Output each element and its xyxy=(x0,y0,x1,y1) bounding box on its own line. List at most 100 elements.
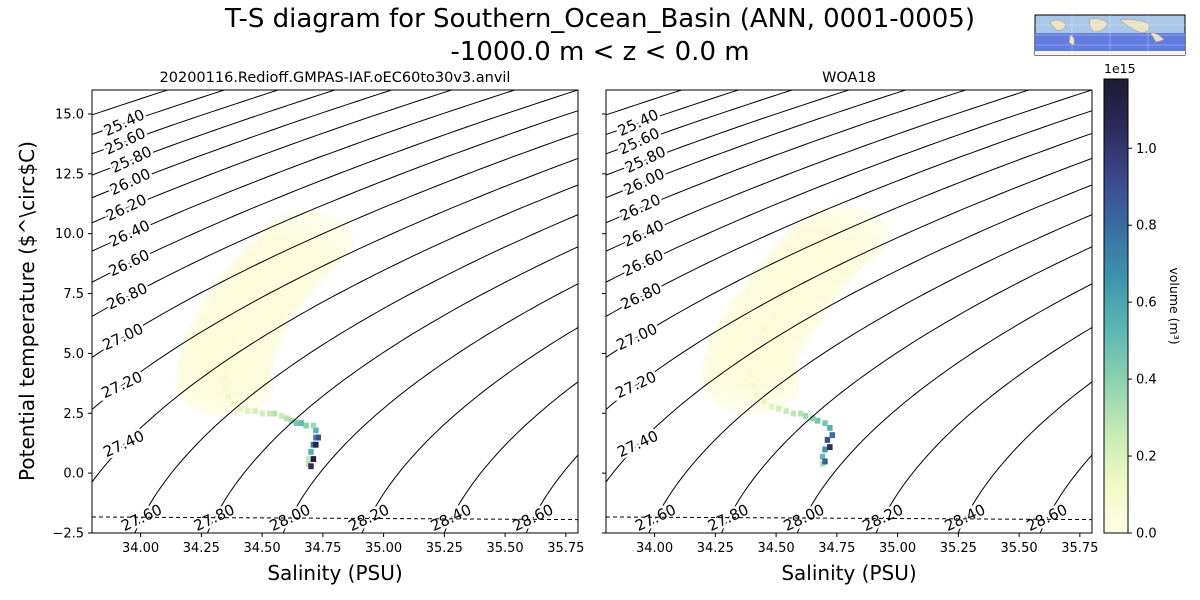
plot-frame-obs xyxy=(605,89,1093,534)
x-axis-label-model: Salinity (PSU) xyxy=(267,561,402,585)
y-tick-label: 0.0 xyxy=(63,467,84,482)
y-tick-label: 12.5 xyxy=(55,167,84,182)
heatmap-cell xyxy=(822,420,828,427)
density-contour xyxy=(92,184,578,483)
contour-label: 28.40 xyxy=(428,501,475,535)
heatmap-cell xyxy=(245,307,251,314)
density-contour xyxy=(606,90,1092,283)
density-contour xyxy=(92,157,578,411)
heatmap-cell xyxy=(237,322,244,328)
region-inset-map xyxy=(1034,14,1186,56)
heatmap-cell xyxy=(754,391,760,398)
heatmap-cell xyxy=(780,298,787,304)
x-tick-label: 35.25 xyxy=(940,541,977,556)
density-contour xyxy=(92,90,578,283)
heatmap-cell xyxy=(223,384,229,391)
heatmap-cell xyxy=(237,405,244,412)
density-contour xyxy=(957,381,1092,533)
heatmap-cell xyxy=(313,441,319,448)
heatmap-cell xyxy=(754,341,760,348)
heatmap-cell xyxy=(814,254,821,261)
y-tick-label: 15.0 xyxy=(55,107,84,122)
heatmap-cell xyxy=(230,336,236,343)
freezing-line xyxy=(92,516,578,521)
x-tick-label: 34.50 xyxy=(757,541,794,556)
heatmap-cell xyxy=(220,374,227,381)
heatmap-cell xyxy=(308,463,314,470)
x-tick-label: 35.50 xyxy=(1000,541,1037,556)
heatmap-cell xyxy=(776,405,782,412)
heatmap-cell xyxy=(303,422,309,429)
colorbar-offset-text: 1e15 xyxy=(1104,61,1136,76)
heatmap-cell xyxy=(225,393,232,400)
density-contour xyxy=(207,246,578,533)
y-axis-label: Potential temperature ($^\circ$C) xyxy=(15,141,39,481)
x-tick-label: 34.75 xyxy=(818,541,855,556)
x-tick-label: 35.00 xyxy=(365,541,402,556)
y-tick-label: 5.0 xyxy=(63,347,84,362)
density-contour xyxy=(525,454,578,533)
density-contour xyxy=(606,90,849,176)
heatmap-cell xyxy=(839,233,845,240)
colorbar-tick-label: 0.0 xyxy=(1136,527,1157,542)
x-axis-label-obs: Salinity (PSU) xyxy=(781,561,916,585)
density-contour xyxy=(606,90,1029,252)
y-tick-label: −2.5 xyxy=(52,527,84,542)
heatmap-cell xyxy=(266,410,273,417)
heatmap-cell xyxy=(305,456,312,463)
heatmap-cell xyxy=(245,408,251,415)
heatmap-cell xyxy=(761,398,767,405)
density-contour xyxy=(606,110,1092,317)
colorbar-tick-label: 0.4 xyxy=(1136,373,1157,388)
x-tick-label: 35.25 xyxy=(426,541,463,556)
density-contour xyxy=(606,184,1092,483)
heatmap-cell xyxy=(225,350,232,357)
colorbar-tick-label: 0.2 xyxy=(1136,450,1157,465)
heatmap-cell xyxy=(291,250,297,257)
density-contour xyxy=(92,110,578,317)
heatmap-cell xyxy=(827,243,833,249)
density-contour xyxy=(92,90,515,252)
heatmap-cell xyxy=(829,432,836,439)
x-tick-label: 35.50 xyxy=(486,541,523,556)
contour-label: 26.80 xyxy=(104,279,151,313)
density-contour xyxy=(134,214,578,533)
heatmap-cell xyxy=(315,434,322,441)
colorbar-tick-label: 0.8 xyxy=(1136,219,1157,234)
heatmap-cell xyxy=(283,415,290,422)
contour-label: 27.20 xyxy=(99,368,146,402)
x-tick-label: 34.00 xyxy=(122,541,159,556)
density-contour xyxy=(606,132,1092,359)
panel-title-model: 20200116.Redioff.GMPAS-IAF.oEC60to30v3.a… xyxy=(160,70,511,86)
density-contour xyxy=(1039,454,1092,533)
x-tick-label: 35.75 xyxy=(547,541,584,556)
colorbar-tick-label: 0.6 xyxy=(1136,296,1157,311)
heatmap-cell xyxy=(252,408,258,415)
heatmap-cell xyxy=(810,415,816,422)
x-tick-label: 34.75 xyxy=(304,541,341,556)
x-tick-label: 34.25 xyxy=(183,541,220,556)
heatmap-cell xyxy=(802,413,809,419)
heatmap-cell xyxy=(271,410,278,417)
heatmap-cell xyxy=(814,417,821,424)
contour-label: 28.60 xyxy=(510,501,557,535)
heatmap-cell xyxy=(790,410,797,417)
contour-label: 27.00 xyxy=(100,320,147,354)
density-contour xyxy=(721,246,1092,533)
freezing-line xyxy=(606,516,1092,521)
heatmap-cell xyxy=(308,448,314,455)
ts-panel-model: 20200116.Redioff.GMPAS-IAF.oEC60to30v3.a… xyxy=(15,70,584,585)
x-tick-label: 35.00 xyxy=(879,541,916,556)
heatmap-cell xyxy=(746,369,753,376)
heatmap-cell xyxy=(259,410,266,417)
heatmap-cell xyxy=(824,436,831,443)
x-tick-label: 34.00 xyxy=(636,541,673,556)
heatmap-cell xyxy=(790,283,797,290)
heatmap-cell xyxy=(827,425,833,431)
heatmap-cell xyxy=(822,446,828,453)
heatmap-cell xyxy=(293,420,300,427)
heatmap-cell xyxy=(771,312,777,319)
heatmap-cell xyxy=(802,269,809,276)
heatmap-cell xyxy=(761,326,767,333)
